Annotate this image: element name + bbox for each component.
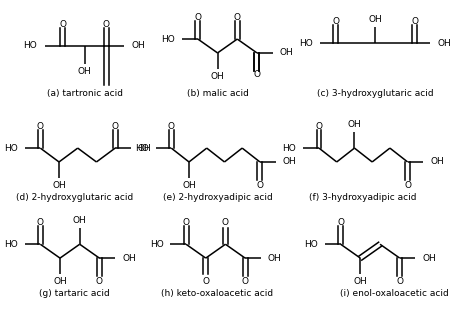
Text: OH: OH [268,254,282,263]
Text: O: O [234,13,241,22]
Text: O: O [112,122,118,131]
Text: O: O [59,20,66,29]
Text: HO: HO [4,240,18,249]
Text: OH: OH [347,120,361,129]
Text: HO: HO [283,143,296,153]
Text: (c) 3-hydroxyglutaric acid: (c) 3-hydroxyglutaric acid [317,88,433,98]
Text: OH: OH [132,41,146,51]
Text: O: O [242,277,249,286]
Text: OH: OH [138,143,152,153]
Text: O: O [222,218,229,227]
Text: HO: HO [24,41,37,51]
Text: OH: OH [210,72,224,81]
Text: O: O [103,20,110,29]
Text: O: O [168,122,175,131]
Text: OH: OH [122,254,136,263]
Text: OH: OH [73,216,87,225]
Text: O: O [194,13,201,22]
Text: OH: OH [437,39,451,47]
Text: (e) 2-hydroxyadipic acid: (e) 2-hydroxyadipic acid [163,193,273,202]
Text: O: O [316,122,322,131]
Text: O: O [404,181,411,190]
Text: (f) 3-hydroxyadipic acid: (f) 3-hydroxyadipic acid [309,193,416,202]
Text: OH: OH [52,181,66,190]
Text: OH: OH [78,67,91,76]
Text: HO: HO [135,143,149,153]
Text: O: O [37,122,44,131]
Text: O: O [332,17,339,26]
Text: OH: OH [422,254,436,263]
Text: HO: HO [304,240,318,249]
Text: O: O [254,70,260,79]
Text: O: O [396,277,403,286]
Text: OH: OH [280,48,293,58]
Text: O: O [182,218,190,227]
Text: (g) tartaric acid: (g) tartaric acid [39,289,110,298]
Text: OH: OH [182,181,196,190]
Text: O: O [37,218,44,227]
Text: (d) 2-hydroxyglutaric acid: (d) 2-hydroxyglutaric acid [16,193,133,202]
Text: HO: HO [162,34,175,44]
Text: (a) tartronic acid: (a) tartronic acid [46,88,123,98]
Text: O: O [256,181,264,190]
Text: HO: HO [300,39,313,47]
Text: HO: HO [4,143,18,153]
Text: OH: OH [283,157,296,167]
Text: OH: OH [53,277,67,286]
Text: (b) malic acid: (b) malic acid [187,88,248,98]
Text: OH: OH [354,277,367,286]
Text: (h) keto-oxaloacetic acid: (h) keto-oxaloacetic acid [162,289,273,298]
Text: O: O [337,218,344,227]
Text: O: O [411,17,418,26]
Text: O: O [202,277,209,286]
Text: OH: OH [430,157,444,167]
Text: (i) enol-oxaloacetic acid: (i) enol-oxaloacetic acid [340,289,449,298]
Text: OH: OH [368,15,382,24]
Text: HO: HO [150,240,164,249]
Text: O: O [96,277,103,286]
